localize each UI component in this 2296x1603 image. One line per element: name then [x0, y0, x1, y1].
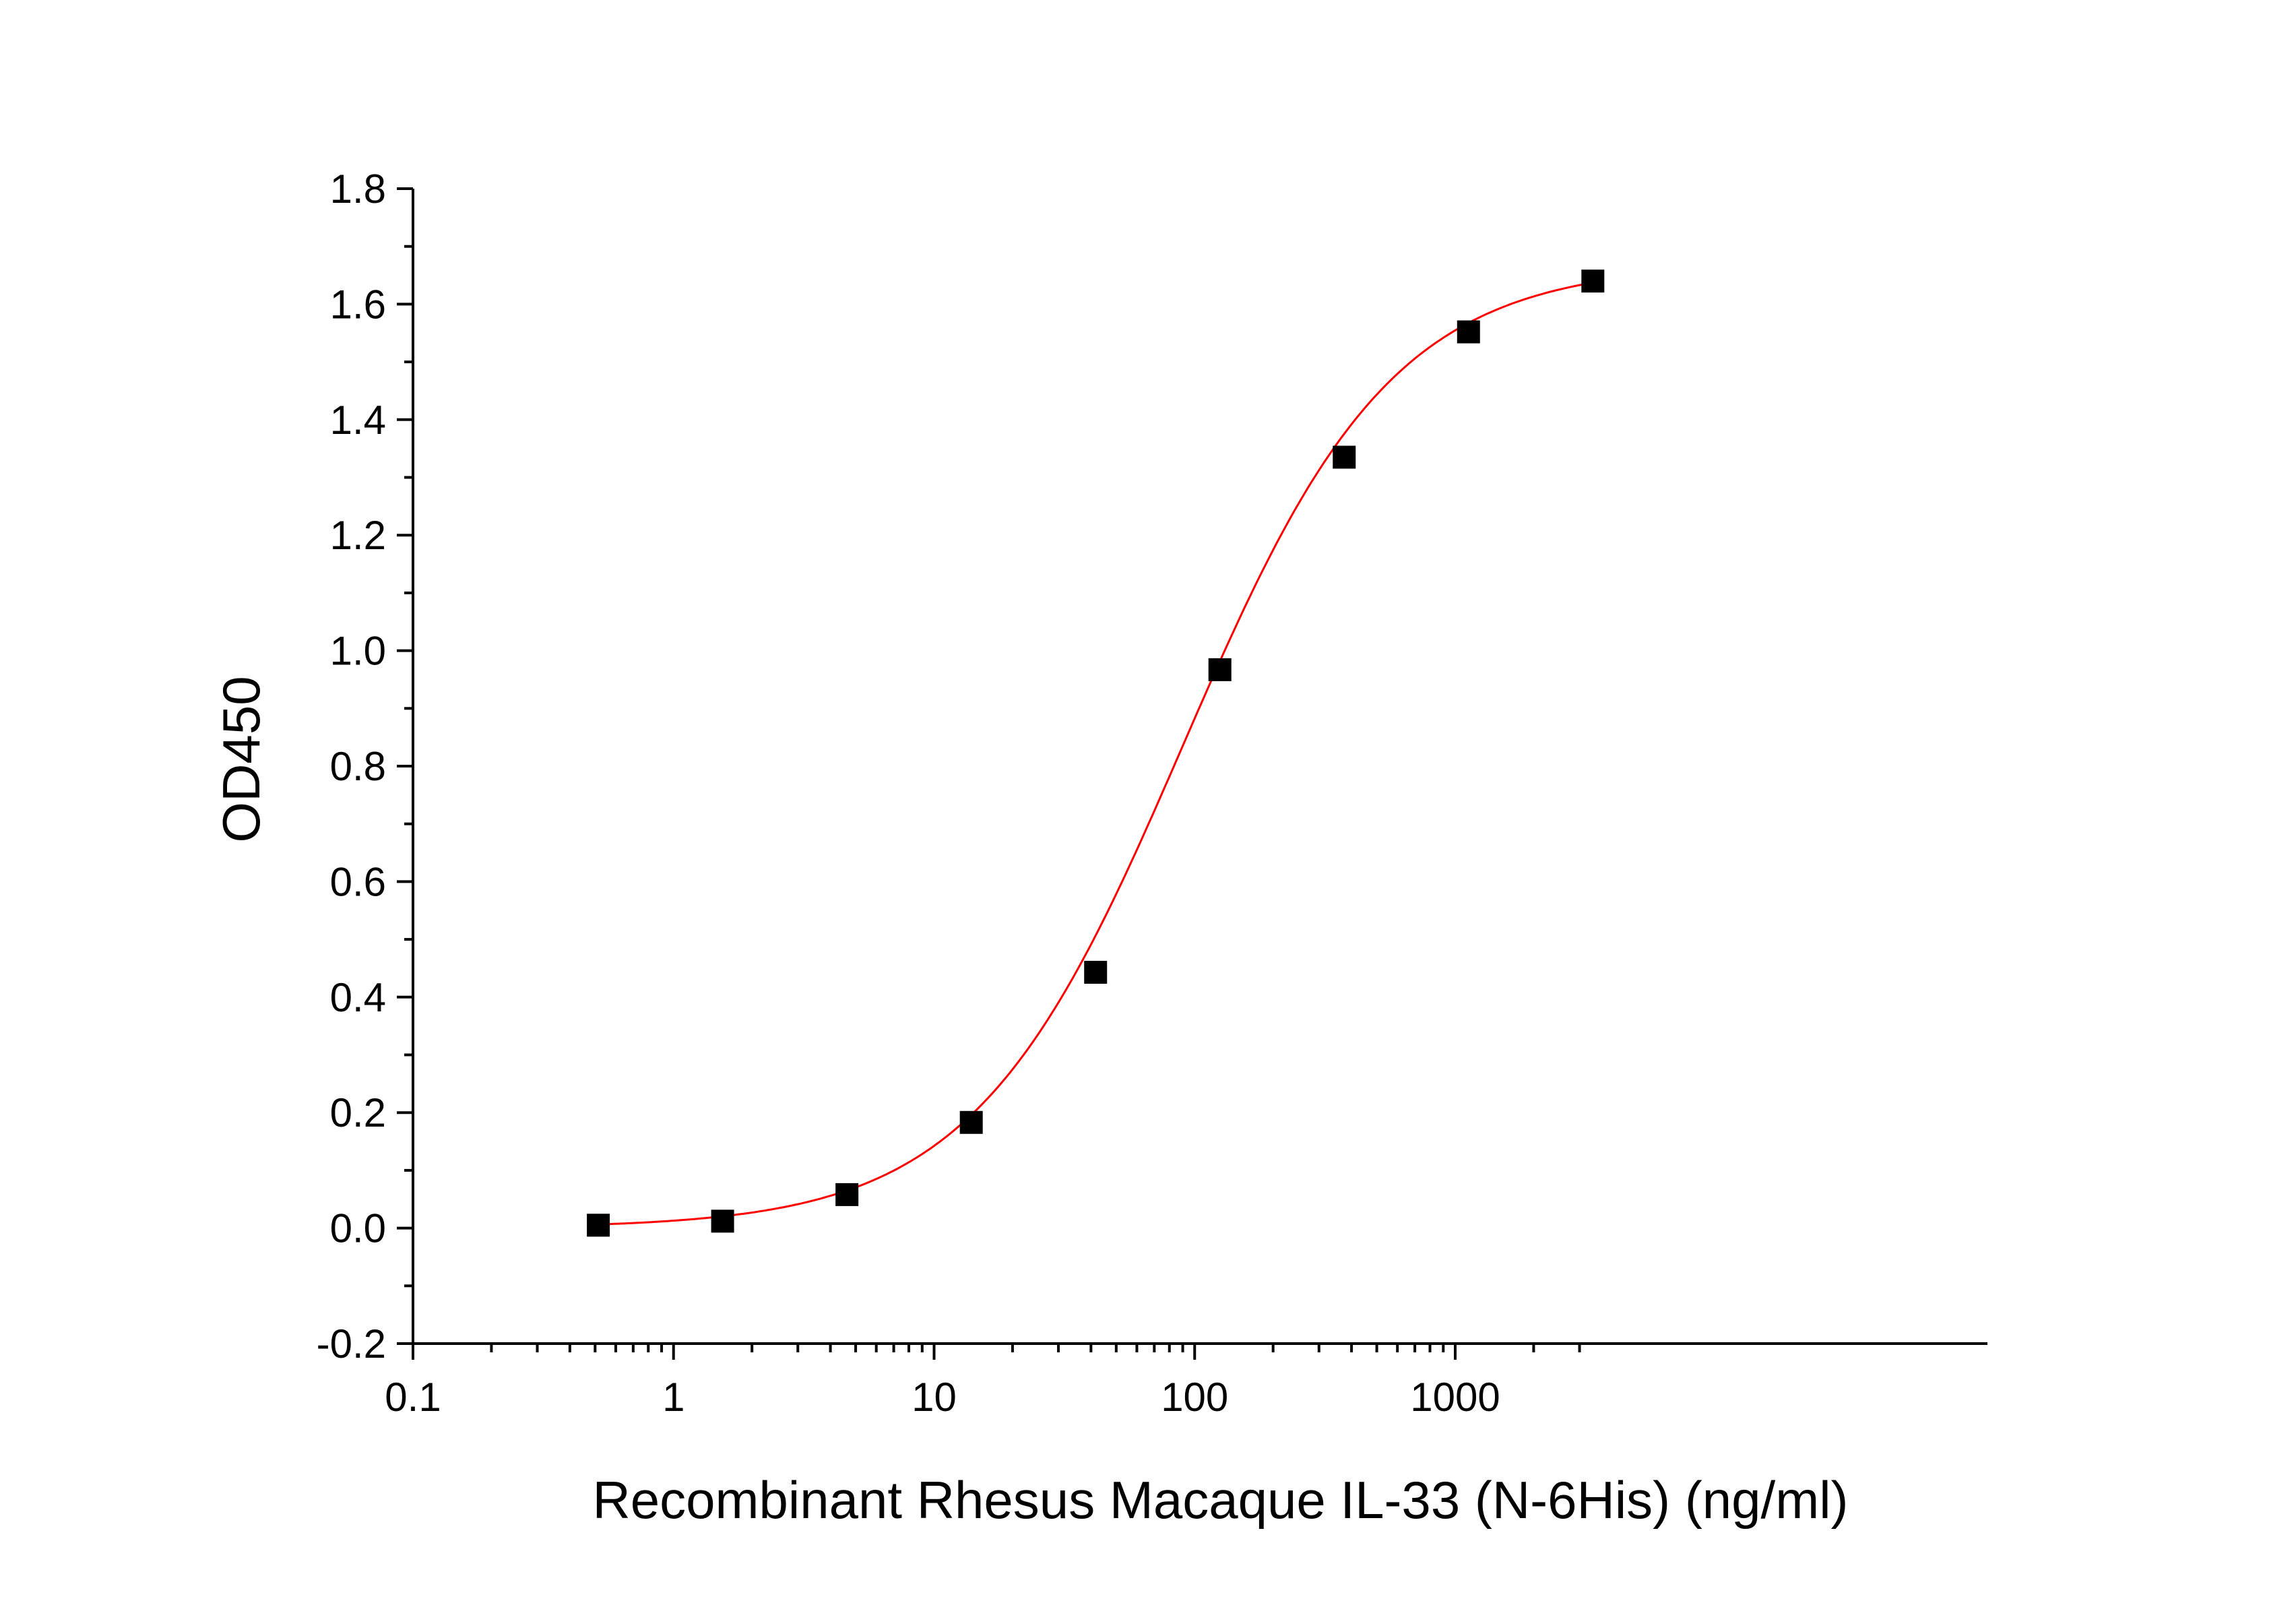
fit-curve	[598, 281, 1593, 1226]
x-tick-label: 0.1	[385, 1375, 441, 1420]
y-tick-label: 0.8	[330, 744, 386, 789]
data-point	[1457, 320, 1480, 344]
data-points	[587, 270, 1605, 1237]
data-point	[711, 1209, 734, 1233]
x-tick-label: 1	[662, 1375, 684, 1420]
y-tick-labels: -0.2 0.0 0.2 0.4 0.6 0.8 1.0 1.2 1.4 1.6 1.8	[317, 166, 386, 1366]
x-axis-title: Recombinant Rhesus Macaque IL-33 (N-6His…	[592, 1470, 1848, 1530]
data-point	[835, 1183, 859, 1206]
tick-marks	[397, 187, 1581, 1360]
data-point	[959, 1110, 983, 1134]
y-tick-label: 0.4	[330, 975, 386, 1020]
y-tick-label: 1.4	[330, 398, 386, 443]
y-tick-label: 0.2	[330, 1090, 386, 1135]
data-point	[1084, 960, 1108, 984]
y-tick-label: 1.8	[330, 166, 386, 212]
x-tick-label: 10	[912, 1375, 957, 1420]
x-tick-labels: 0.1 1 10 100 1000	[385, 1375, 1500, 1420]
x-tick-label: 100	[1161, 1375, 1228, 1420]
x-tick-label: 1000	[1410, 1375, 1500, 1420]
y-tick-label: 1.6	[330, 282, 386, 327]
y-tick-label: 0.6	[330, 859, 386, 904]
data-point	[587, 1214, 610, 1237]
y-tick-label: 1.0	[330, 629, 386, 674]
y-tick-label: 1.2	[330, 513, 386, 558]
y-tick-label: -0.2	[317, 1321, 386, 1366]
data-point	[1581, 270, 1605, 293]
data-point	[1208, 658, 1232, 681]
y-tick-label: 0.0	[330, 1206, 386, 1251]
data-point	[1333, 445, 1356, 469]
y-axis-title: OD450	[212, 676, 271, 842]
